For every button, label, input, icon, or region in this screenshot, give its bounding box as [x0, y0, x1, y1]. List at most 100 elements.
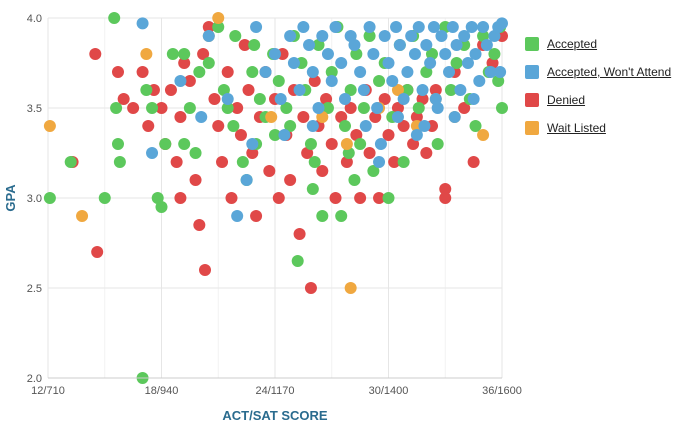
point-accepted [350, 48, 363, 60]
legend-item[interactable]: Accepted, Won't Attend [525, 58, 671, 86]
point-accepted [111, 138, 124, 150]
point-denied [467, 156, 480, 168]
point-denied [225, 192, 238, 204]
point-accepted-won-t-attend [391, 111, 404, 123]
point-accepted [178, 138, 191, 150]
point-accepted [382, 192, 395, 204]
point-wait-listed [316, 111, 329, 123]
point-wait-listed [391, 84, 404, 96]
legend-item[interactable]: Accepted [525, 30, 671, 58]
data-points [43, 12, 508, 384]
point-accepted [363, 30, 376, 42]
point-accepted-won-t-attend [284, 30, 297, 42]
point-accepted [155, 201, 168, 213]
point-accepted-won-t-attend [405, 30, 418, 42]
point-denied [397, 120, 410, 132]
point-accepted-won-t-attend [306, 66, 319, 78]
point-accepted [335, 210, 348, 222]
point-accepted [108, 12, 121, 24]
point-accepted-won-t-attend [439, 48, 452, 60]
point-accepted-won-t-attend [274, 93, 287, 105]
legend-item[interactable]: Wait Listed [525, 114, 671, 142]
point-denied [221, 66, 234, 78]
point-accepted-won-t-attend [480, 39, 493, 51]
point-accepted-won-t-attend [325, 75, 338, 87]
point-denied [301, 147, 314, 159]
point-denied [407, 138, 420, 150]
point-accepted-won-t-attend [390, 21, 403, 33]
point-denied [308, 75, 321, 87]
point-denied [174, 111, 187, 123]
point-denied [439, 192, 452, 204]
point-denied [344, 102, 357, 114]
point-accepted-won-t-attend [136, 17, 149, 30]
point-accepted-won-t-attend [348, 39, 361, 51]
point-accepted [64, 156, 77, 168]
point-denied [193, 219, 206, 231]
point-accepted [316, 210, 329, 222]
point-accepted [110, 102, 123, 114]
point-denied [293, 228, 306, 240]
point-accepted [312, 39, 325, 51]
point-accepted-won-t-attend [431, 102, 444, 114]
point-accepted [304, 138, 317, 150]
point-accepted-won-t-attend [443, 66, 456, 78]
point-accepted-won-t-attend [306, 120, 319, 132]
point-accepted-won-t-attend [174, 75, 187, 87]
point-accepted [151, 192, 164, 204]
point-accepted [280, 102, 293, 114]
point-accepted [159, 138, 172, 150]
legend-swatch [525, 65, 539, 79]
point-denied [354, 192, 367, 204]
point-accepted [291, 255, 304, 267]
point-denied [155, 102, 168, 114]
point-accepted [308, 156, 321, 168]
point-denied [316, 165, 329, 177]
point-accepted-won-t-attend [354, 66, 367, 78]
point-accepted [98, 192, 111, 204]
legend-label: Accepted, Won't Attend [547, 65, 672, 79]
point-wait-listed [340, 138, 353, 150]
point-accepted-won-t-attend [221, 93, 234, 105]
point-accepted [431, 138, 444, 150]
point-denied [183, 75, 196, 87]
point-accepted-won-t-attend [278, 129, 291, 141]
point-accepted [306, 183, 319, 195]
point-accepted-won-t-attend [410, 129, 423, 141]
y-tick-label: 2.5 [27, 283, 42, 295]
point-accepted [492, 75, 505, 87]
point-accepted [236, 156, 249, 168]
point-denied [164, 84, 177, 96]
point-denied [127, 102, 140, 114]
point-accepted [469, 120, 482, 132]
point-accepted-won-t-attend [416, 84, 429, 96]
point-denied [388, 156, 401, 168]
point-denied [246, 147, 259, 159]
point-accepted-won-t-attend [293, 84, 306, 96]
legend-item[interactable]: Denied [525, 86, 671, 114]
point-denied [340, 156, 353, 168]
point-accepted-won-t-attend [329, 21, 342, 33]
point-accepted [284, 120, 297, 132]
point-accepted [269, 129, 281, 141]
point-wait-listed [265, 111, 278, 123]
point-accepted-won-t-attend [303, 39, 316, 51]
point-accepted [217, 84, 230, 96]
point-denied [189, 174, 202, 186]
point-accepted [246, 66, 259, 78]
point-denied [212, 120, 225, 132]
point-accepted [229, 30, 242, 42]
point-wait-listed [344, 282, 357, 294]
point-denied [178, 57, 191, 69]
point-accepted [342, 147, 355, 159]
point-accepted-won-t-attend [195, 111, 208, 123]
point-denied [416, 93, 429, 105]
point-denied [242, 84, 255, 96]
point-denied [410, 111, 423, 123]
point-accepted [354, 138, 367, 150]
point-accepted-won-t-attend [386, 75, 399, 87]
legend: Accepted Accepted, Won't Attend Denied Wait… [525, 30, 671, 142]
point-accepted [166, 48, 179, 60]
point-denied [199, 264, 212, 276]
point-denied [369, 111, 382, 123]
